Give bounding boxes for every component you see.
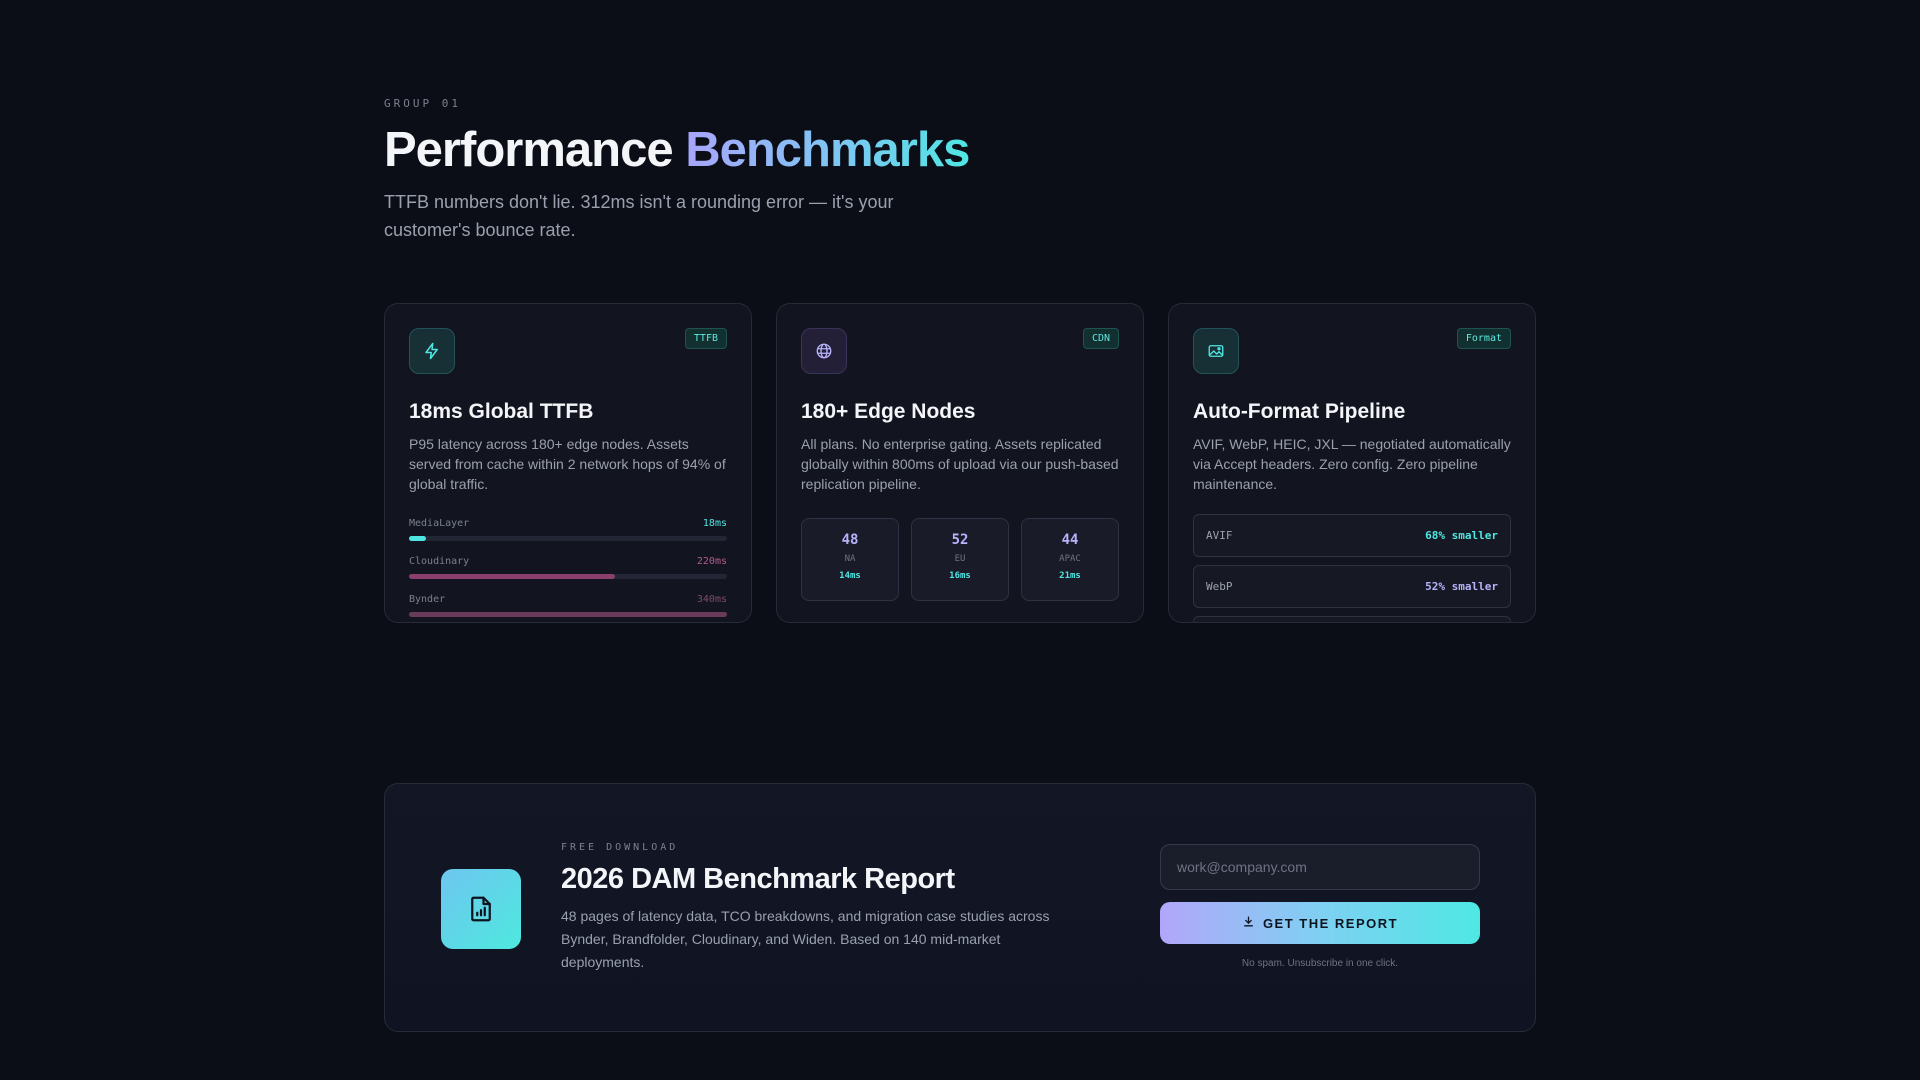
bar-fill bbox=[409, 612, 727, 617]
bar-value: 18ms bbox=[702, 518, 727, 529]
title-plain: Performance bbox=[384, 123, 686, 177]
card-description: AVIF, WebP, HEIC, JXL — negotiated autom… bbox=[1193, 436, 1511, 492]
bar-track bbox=[409, 574, 727, 579]
format-saving: 68% smaller bbox=[1425, 529, 1498, 542]
get-report-button[interactable]: GET THE REPORT bbox=[1160, 902, 1480, 944]
page-subtitle: TTFB numbers don't lie. 312ms isn't a ro… bbox=[384, 191, 894, 240]
card-format: Format Auto-Format Pipeline AVIF, WebP, … bbox=[1168, 303, 1536, 623]
region-code: APAC bbox=[1059, 554, 1081, 564]
card-description: All plans. No enterprise gating. Assets … bbox=[801, 436, 1119, 492]
bar-fill bbox=[409, 574, 615, 579]
format-name: WebP bbox=[1206, 580, 1233, 593]
bar-label: Cloudinary bbox=[409, 556, 470, 567]
format-name: AVIF bbox=[1206, 529, 1233, 542]
card-tag: TTFB bbox=[684, 328, 727, 349]
cta-eyebrow: FREE DOWNLOAD bbox=[561, 842, 679, 853]
cta-title: 2026 DAM Benchmark Report bbox=[561, 863, 955, 895]
lightning-icon bbox=[409, 328, 455, 374]
globe-icon bbox=[801, 328, 847, 374]
region-count: 52 bbox=[951, 532, 969, 548]
download-icon bbox=[1242, 915, 1255, 931]
region-code: NA bbox=[844, 554, 856, 564]
format-row-avif: AVIF 68% smaller bbox=[1193, 514, 1511, 557]
card-cdn: CDN 180+ Edge Nodes All plans. No enterp… bbox=[776, 303, 1144, 623]
bar-label: Bynder bbox=[409, 594, 446, 605]
cta-description: 48 pages of latency data, TCO breakdowns… bbox=[561, 908, 1050, 970]
format-list: AVIF 68% smaller WebP 52% smaller bbox=[1193, 514, 1511, 622]
bar-fill bbox=[409, 536, 426, 541]
region-stats: 48 NA 14ms 52 EU 16ms 44 APAC 21ms bbox=[801, 518, 1119, 601]
region-latency: 21ms bbox=[1059, 571, 1081, 581]
bar-row-bynder: Bynder 340ms bbox=[409, 594, 727, 617]
card-tag: Format bbox=[1456, 328, 1511, 349]
card-tag: CDN bbox=[1082, 328, 1119, 349]
card-ttfb: TTFB 18ms Global TTFB P95 latency across… bbox=[384, 303, 752, 623]
region-tile-apac: 44 APAC 21ms bbox=[1021, 518, 1119, 601]
image-icon bbox=[1193, 328, 1239, 374]
feature-cards: TTFB 18ms Global TTFB P95 latency across… bbox=[384, 303, 1536, 623]
document-chart-icon bbox=[441, 869, 521, 949]
button-label: GET THE REPORT bbox=[1262, 915, 1399, 931]
latency-bar-chart: MediaLayer 18ms Cloudinary 220ms Bynder 340… bbox=[409, 518, 727, 617]
bar-track bbox=[409, 536, 727, 541]
report-form: GET THE REPORT No spam. Unsubscribe in o… bbox=[1160, 844, 1480, 969]
report-download-banner: FREE DOWNLOAD 2026 DAM Benchmark Report … bbox=[384, 783, 1536, 1032]
region-code: EU bbox=[954, 554, 966, 564]
bar-value: 340ms bbox=[696, 594, 727, 605]
section-header: GROUP 01 Performance Benchmarks TTFB num… bbox=[384, 97, 1536, 244]
fine-print: No spam. Unsubscribe in one click. bbox=[1241, 958, 1399, 969]
region-tile-na: 48 NA 14ms bbox=[801, 518, 899, 601]
bar-label: MediaLayer bbox=[409, 518, 470, 529]
region-latency: 14ms bbox=[839, 571, 861, 581]
card-title: 180+ Edge Nodes bbox=[801, 400, 976, 423]
region-count: 44 bbox=[1061, 532, 1079, 548]
format-row-partial bbox=[1193, 616, 1511, 622]
card-title: 18ms Global TTFB bbox=[409, 400, 594, 423]
format-row-webp: WebP 52% smaller bbox=[1193, 565, 1511, 608]
page-title: Performance Benchmarks bbox=[384, 123, 1536, 178]
card-title: Auto-Format Pipeline bbox=[1193, 400, 1406, 423]
card-description: P95 latency across 180+ edge nodes. Asse… bbox=[409, 436, 726, 492]
region-count: 48 bbox=[841, 532, 859, 548]
region-latency: 16ms bbox=[949, 571, 971, 581]
bar-value: 220ms bbox=[696, 556, 727, 567]
bar-track bbox=[409, 612, 727, 617]
section-eyebrow: GROUP 01 bbox=[384, 97, 461, 110]
region-tile-eu: 52 EU 16ms bbox=[911, 518, 1009, 601]
bar-row-medialayer: MediaLayer 18ms bbox=[409, 518, 727, 541]
bar-row-cloudinary: Cloudinary 220ms bbox=[409, 556, 727, 579]
title-accent: Benchmarks bbox=[685, 123, 970, 177]
email-input[interactable] bbox=[1160, 844, 1480, 890]
format-saving: 52% smaller bbox=[1425, 580, 1498, 593]
